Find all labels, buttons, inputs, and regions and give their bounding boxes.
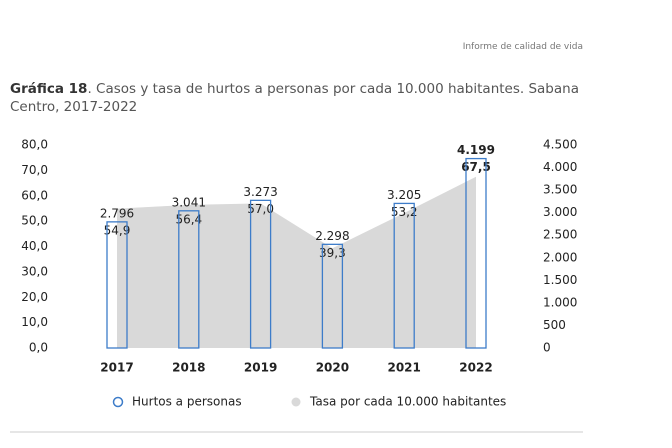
y-tick-label: 80,0 <box>21 138 48 152</box>
bar <box>321 243 344 349</box>
chart-title-label: Gráfica 18 <box>10 81 88 97</box>
bar-value-label: 3.205 <box>387 188 421 202</box>
chart-title-block: Gráfica 18. Casos y tasa de hurtos a per… <box>10 80 580 116</box>
area-value-label: 67,5 <box>461 160 491 174</box>
y2-tick-label: 3.500 <box>543 183 577 197</box>
chart-title: . Casos y tasa de hurtos a personas por … <box>10 81 579 115</box>
y-tick-label: 50,0 <box>21 214 48 228</box>
area-value-label: 53,2 <box>391 205 418 219</box>
x-tick-label: 2018 <box>172 361 205 375</box>
legend-label: Hurtos a personas <box>132 395 242 409</box>
y-tick-label: 0,0 <box>29 341 48 355</box>
bar-value-label: 3.041 <box>172 195 206 209</box>
y2-tick-label: 4.000 <box>543 160 577 174</box>
y-tick-label: 40,0 <box>21 239 48 253</box>
report-header: Informe de calidad de vida <box>462 42 583 52</box>
y2-tick-label: 4.500 <box>543 138 577 152</box>
y2-tick-label: 500 <box>543 318 566 332</box>
x-tick-label: 2019 <box>244 361 277 375</box>
area-value-label: 54,9 <box>104 223 131 237</box>
area-value-label: 57,0 <box>247 202 274 216</box>
legend-swatch <box>291 397 301 407</box>
x-tick-label: 2021 <box>387 361 420 375</box>
y-tick-label: 20,0 <box>21 290 48 304</box>
legend-swatch <box>112 396 124 408</box>
y2-tick-label: 0 <box>543 341 551 355</box>
bar <box>249 199 272 349</box>
bar <box>178 210 200 349</box>
x-tick-label: 2017 <box>100 361 133 375</box>
bar-value-label: 4.199 <box>457 143 495 157</box>
area-value-label: 56,4 <box>175 212 202 226</box>
bar-value-label: 3.273 <box>243 185 277 199</box>
bar <box>393 202 415 349</box>
y-tick-label: 30,0 <box>21 264 48 278</box>
y2-tick-label: 1.500 <box>543 273 577 287</box>
area-value-label: 39,3 <box>319 246 346 260</box>
bar-value-label: 2.298 <box>315 229 349 243</box>
legend-label: Tasa por cada 10.000 habitantes <box>309 395 506 409</box>
bar-value-label: 2.796 <box>100 206 134 220</box>
y-tick-label: 70,0 <box>21 163 48 177</box>
bar <box>106 221 128 349</box>
x-tick-label: 2022 <box>459 361 492 375</box>
area <box>117 176 476 348</box>
y2-tick-label: 2.500 <box>543 228 577 242</box>
y-tick-label: 60,0 <box>21 188 48 202</box>
y2-tick-label: 2.000 <box>543 250 577 264</box>
x-tick-label: 2020 <box>316 361 349 375</box>
bar <box>465 157 487 349</box>
y-tick-label: 10,0 <box>21 315 48 329</box>
y2-tick-label: 1.000 <box>543 295 577 309</box>
y2-tick-label: 3.000 <box>543 205 577 219</box>
